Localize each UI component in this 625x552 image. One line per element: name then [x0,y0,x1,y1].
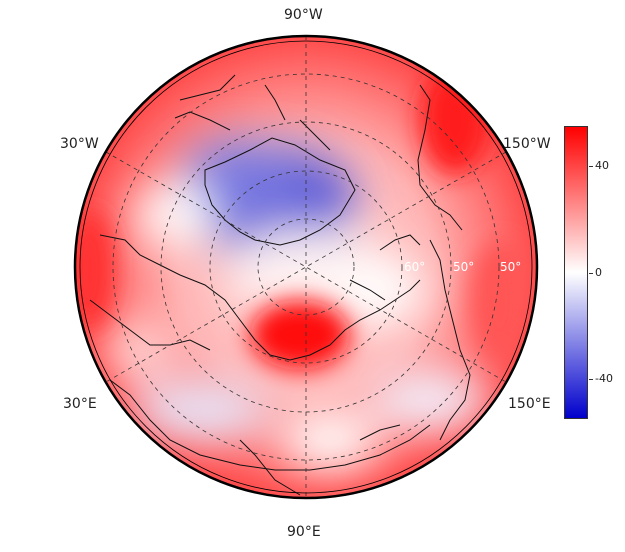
colorbar-tick-label: -40 [595,372,613,385]
lon-label-lower-right: 150°E [508,396,551,412]
lon-label-lower-left: 30°E [63,396,97,412]
lon-label-bottom: 90°E [287,524,321,540]
colorbar-tick [589,166,593,167]
colorbar-tick-label: 0 [595,266,602,279]
lat-label-50b: 50° [500,260,522,274]
lon-label-top: 90°W [284,7,323,23]
colorbar-tick-label: 40 [595,159,609,172]
field-shading [75,36,537,498]
colorbar-tick [589,379,593,380]
graticule [105,36,507,498]
lat-label-50a: 50° [453,260,475,274]
lon-label-upper-right: 150°W [503,136,551,152]
lon-label-upper-left: 30°W [60,136,99,152]
colorbar [564,126,588,419]
map-inner-boundary [79,40,533,494]
colorbar-tick [589,273,593,274]
map-boundary [73,34,539,500]
lat-label-60: 60° [404,260,426,274]
coastlines [89,74,471,496]
